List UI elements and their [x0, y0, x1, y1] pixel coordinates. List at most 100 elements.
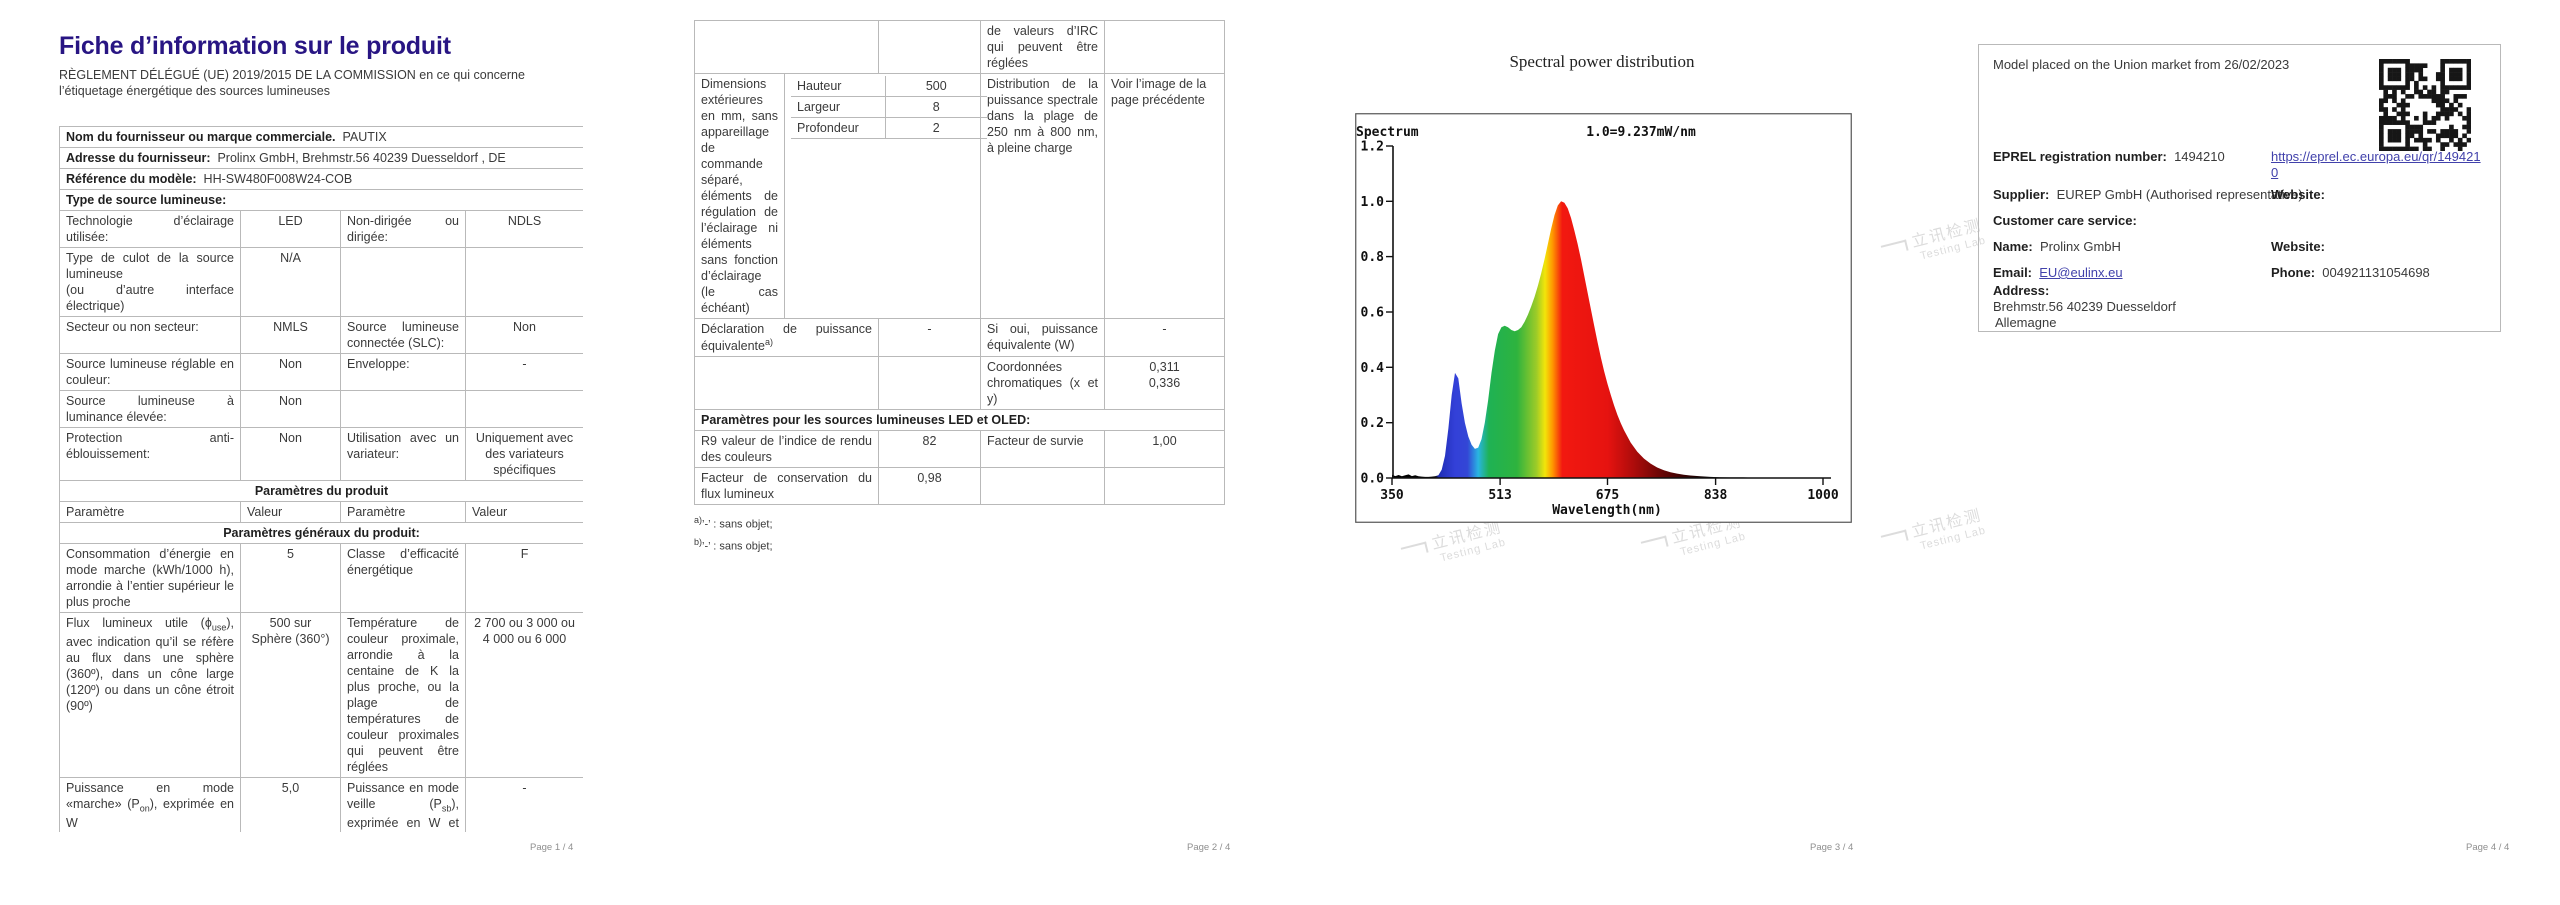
cell: Non: [240, 353, 341, 391]
table-row: Protection anti-éblouissement: Non Utilisa…: [59, 427, 583, 481]
svg-text:0.0: 0.0: [1361, 472, 1385, 487]
supplier-label: Supplier:: [1993, 187, 2050, 202]
cell: Valeur: [464, 501, 583, 523]
table-row: de valeurs d’IRC qui peuvent être réglée…: [694, 20, 1225, 74]
email-link[interactable]: EU@eulinx.eu: [2039, 265, 2123, 280]
email-label: Email:: [1993, 265, 2033, 280]
customer-care-label: Customer care service:: [1993, 213, 2137, 228]
table-row: Facteur de conservation du flux lumineux…: [694, 467, 1225, 506]
eprel-label: EPREL registration number:: [1993, 149, 2167, 164]
cell: Non: [240, 427, 341, 481]
spectral-power-chart: Spectrum 1.0=9.237mW/nm Wavelength(nm) 0…: [1355, 113, 1852, 523]
market-date-line: Model placed on the Union market from 26…: [1993, 57, 2290, 72]
model-row: Référence du modèle: HH-SW480F008W24-COB: [59, 168, 583, 190]
type-row: Type de source lumineuse:: [59, 189, 583, 211]
dimensions-row: Dimensions extérieures en mm, sans appar…: [694, 73, 1225, 319]
cell: Source lumineuse réglable en couleur:: [59, 353, 241, 391]
svg-text:1000: 1000: [1807, 488, 1838, 503]
cell: Distribution de la puissance spectrale d…: [980, 73, 1105, 319]
cell: Paramètre: [340, 501, 466, 523]
cell: [1104, 20, 1225, 74]
column-header-row: Paramètre Valeur Paramètre Valeur: [59, 501, 583, 523]
cell: 5: [240, 543, 341, 613]
page-title: Fiche d’information sur le produit: [59, 33, 451, 60]
cell: 1,00: [1104, 430, 1225, 469]
cell: -: [464, 353, 583, 391]
cell: R9 valeur de l’indice de rendu des coule…: [694, 430, 879, 469]
name-label: Name:: [1993, 239, 2033, 254]
cell: -: [1104, 317, 1225, 358]
address-label: Adresse du fournisseur:: [66, 151, 211, 165]
cell: Profondeur: [791, 117, 886, 139]
dimensions-label: Dimensions extérieures en mm, sans appar…: [694, 73, 785, 319]
product-info-table-continued: de valeurs d’IRC qui peuvent être réglée…: [694, 20, 1225, 506]
svg-text:0.6: 0.6: [1361, 306, 1385, 321]
chart-xaxis-label: Wavelength(nm): [1552, 503, 1662, 518]
product-info-table: Nom du fournisseur ou marque commerciale…: [59, 126, 583, 832]
cell: [878, 356, 981, 411]
table-row: Profondeur 2: [791, 117, 987, 139]
table-row: Puissance en mode «marche» (Pon), exprim…: [59, 776, 583, 832]
supplier-value: PAUTIX: [342, 130, 387, 144]
supplier-label: Nom du fournisseur ou marque commerciale…: [66, 130, 336, 144]
table-row: Type de culot de la source lumineuse (ou …: [59, 247, 583, 317]
watermark-logo-icon: [1640, 535, 1669, 553]
table-row: Technologie d’éclairage utilisée: LED Non-…: [59, 210, 583, 248]
table-row: Coordonnées chromatiques (x et y) 0,311 0…: [694, 356, 1225, 411]
website-label: Website:: [2271, 239, 2325, 254]
cell: Déclaration de puissance équivalentea): [694, 317, 879, 358]
footnote-a: a)’-’ : sans objet;: [694, 515, 773, 531]
page1-header: Fiche d’information sur le produit RÈGLE…: [59, 33, 583, 126]
cell: [464, 390, 583, 428]
section-header: Paramètres du produit: [59, 480, 583, 502]
svg-text:838: 838: [1704, 488, 1728, 503]
svg-text:675: 675: [1596, 488, 1619, 503]
cell: [694, 356, 879, 411]
cell: Secteur ou non secteur:: [59, 316, 241, 354]
cell: de valeurs d’IRC qui peuvent être réglée…: [980, 20, 1105, 74]
cell: 2: [885, 117, 987, 139]
phone-line: Phone: 004921131054698: [2271, 265, 2430, 281]
page1-footer: Page 1 / 4: [530, 842, 574, 853]
footnote-b: b)’-’ : sans objet;: [694, 536, 773, 553]
table-row: R9 valeur de l’indice de rendu des coule…: [694, 430, 1225, 469]
cell: 2 700 ou 3 000 ou 4 000 ou 6 000: [464, 612, 583, 778]
chart-title: Spectral power distribution: [1509, 52, 1695, 71]
website-line-2: Website:: [2271, 239, 2325, 255]
name-line: Name: Prolinx GmbH: [1993, 239, 2121, 255]
cell: Flux lumineux utile (ϕuse), avec indicat…: [59, 612, 241, 778]
cell: 500 sur Sphère (360°): [240, 612, 341, 778]
svg-text:1.2: 1.2: [1361, 140, 1384, 155]
table-row: Consommation d’énergie en mode marche (k…: [59, 543, 583, 613]
section-header: Paramètres généraux du produit:: [59, 522, 583, 544]
table-row: Source lumineuse réglable en couleur: Non…: [59, 353, 583, 391]
eprel-value: 1494210: [2174, 149, 2225, 164]
cell: Voir l’image de la page précédente: [1104, 73, 1225, 319]
cell: Largeur: [791, 96, 886, 118]
svg-text:513: 513: [1488, 488, 1511, 503]
address-line-2: Allemagne: [1995, 315, 2057, 330]
cell: Non: [240, 390, 341, 428]
page3-footer: Page 3 / 4: [1810, 842, 1854, 853]
cell: 0,98: [878, 467, 981, 506]
cell: [878, 20, 981, 74]
cell: Puissance en mode «marche» (Pon), exprim…: [59, 776, 241, 832]
cell: LED: [240, 210, 341, 248]
supplier-line: Supplier: EUREP GmbH (Authorised represe…: [1993, 187, 2303, 203]
eprel-url-link[interactable]: https://eprel.ec.europa.eu/qr/1494210: [2271, 149, 2481, 181]
cell: -: [464, 776, 583, 832]
customer-care-line: Customer care service:: [1993, 213, 2137, 229]
cell: Source lumineuse à luminance élevée:: [59, 390, 241, 428]
cell: NMLS: [240, 316, 341, 354]
cell: Technologie d’éclairage utilisée:: [59, 210, 241, 248]
type-label: Type de source lumineuse:: [66, 193, 227, 207]
cell: [340, 247, 466, 317]
table-row: Hauteur 500: [791, 76, 987, 97]
model-value: HH-SW480F008W24-COB: [203, 172, 353, 186]
table-row: Largeur 8: [791, 96, 987, 118]
address-label-line: Address:: [1993, 283, 2049, 299]
phone-label: Phone:: [2271, 265, 2316, 280]
